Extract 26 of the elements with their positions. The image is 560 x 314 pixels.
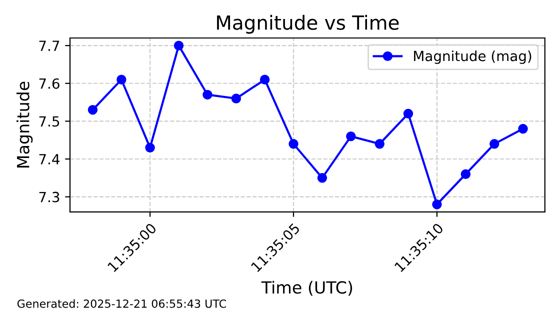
point: [432, 200, 442, 210]
legend-label: Magnitude (mag): [414, 50, 532, 64]
point: [317, 173, 328, 183]
x-axis-title: Time (UTC): [261, 280, 352, 296]
y-tick-label: 7.7: [39, 40, 60, 51]
point: [403, 108, 414, 118]
point: [460, 169, 471, 179]
point: [260, 74, 270, 84]
point: [518, 124, 528, 134]
point: [346, 131, 356, 142]
y-tick-label: 7.3: [39, 192, 60, 202]
y-tick-label: 7.5: [39, 116, 60, 127]
point: [288, 139, 298, 149]
point: [88, 104, 98, 115]
point: [202, 90, 212, 100]
point: [490, 139, 500, 149]
text: Generated: 2025-12-21 06:55:43 UTC: [17, 299, 226, 308]
point: [145, 142, 155, 153]
y-tick-label: 7.4: [39, 154, 60, 164]
y-tick-label: 7.6: [39, 78, 60, 89]
point: [231, 94, 242, 104]
point: [374, 139, 384, 149]
point: [174, 40, 184, 50]
chart-title: Magnitude vs Time: [217, 14, 399, 34]
point: [116, 74, 126, 84]
y-axis-title: Magnitude: [16, 82, 33, 168]
